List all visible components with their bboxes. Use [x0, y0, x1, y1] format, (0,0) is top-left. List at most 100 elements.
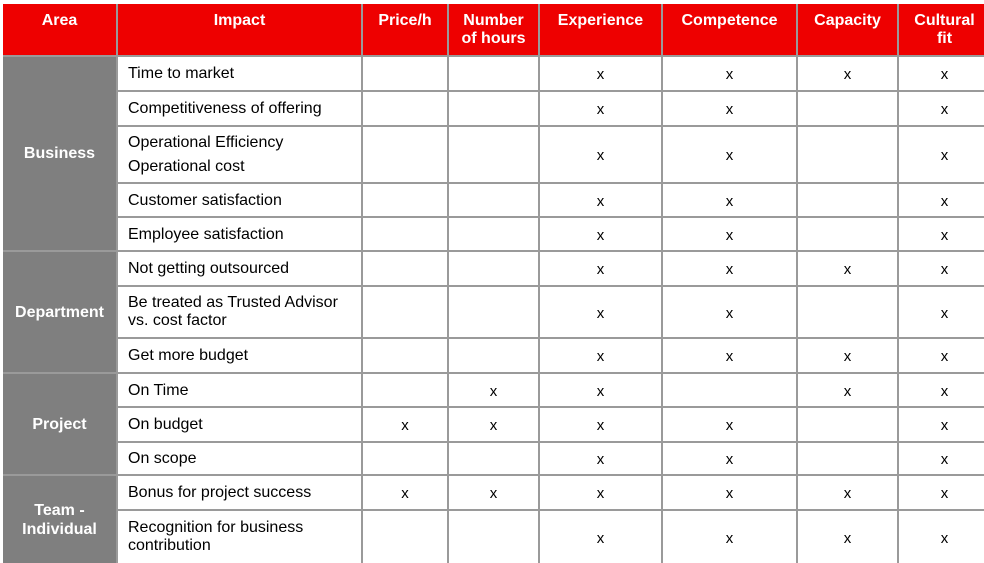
mark-capacity: x — [798, 339, 897, 372]
mark-cultural-fit: x — [899, 127, 984, 182]
mark-price-per-hour — [363, 218, 447, 250]
mark-number-of-hours — [449, 218, 538, 250]
impact-label: Competitiveness of offering — [128, 100, 322, 117]
impact-cell: Time to market — [118, 57, 361, 90]
impact-cell: Customer satisfaction — [118, 184, 361, 216]
mark-competence — [663, 374, 796, 406]
mark-capacity — [798, 92, 897, 125]
mark-cultural-fit: x — [899, 252, 984, 285]
mark-experience: x — [540, 476, 661, 509]
impact-label: Bonus for project success — [128, 484, 312, 501]
mark-cultural-fit: x — [899, 511, 984, 563]
mark-number-of-hours — [449, 339, 538, 372]
mark-number-of-hours — [449, 92, 538, 125]
mark-experience: x — [540, 57, 661, 90]
impact-label: Employee satisfaction — [128, 225, 284, 243]
mark-cultural-fit: x — [899, 218, 984, 250]
header-number-of-hours: Number of hours — [449, 4, 538, 55]
impact-cell: Not getting outsourced — [118, 252, 361, 285]
header-area: Area — [3, 4, 116, 55]
impact-cell: Recognition for business contribution — [118, 511, 361, 563]
mark-competence: x — [663, 339, 796, 372]
impact-label: Customer satisfaction — [128, 191, 282, 209]
mark-capacity: x — [798, 511, 897, 563]
header-impact: Impact — [118, 4, 361, 55]
mark-competence: x — [663, 408, 796, 441]
mark-price-per-hour: x — [363, 476, 447, 509]
mark-experience: x — [540, 252, 661, 285]
mark-cultural-fit: x — [899, 408, 984, 441]
impact-label: Time to market — [128, 65, 235, 82]
mark-capacity — [798, 127, 897, 182]
impact-cell: On scope — [118, 443, 361, 474]
mark-cultural-fit: x — [899, 184, 984, 216]
mark-competence: x — [663, 252, 796, 285]
impact-cell: Competitiveness of offering — [118, 92, 361, 125]
mark-capacity: x — [798, 57, 897, 90]
mark-capacity — [798, 218, 897, 250]
impact-label: On Time — [128, 381, 189, 399]
impact-label: Be treated as Trusted Advisor vs. cost f… — [128, 294, 338, 329]
mark-price-per-hour — [363, 127, 447, 182]
impact-label: On scope — [128, 450, 197, 467]
impact-cell: Be treated as Trusted Advisor vs. cost f… — [118, 287, 361, 337]
area-project: Project — [3, 374, 116, 474]
mark-price-per-hour — [363, 339, 447, 372]
mark-capacity — [798, 184, 897, 216]
mark-competence: x — [663, 57, 796, 90]
header-capacity: Capacity — [798, 4, 897, 55]
mark-cultural-fit: x — [899, 57, 984, 90]
mark-number-of-hours: x — [449, 408, 538, 441]
mark-number-of-hours — [449, 511, 538, 563]
impact-cell: Employee satisfaction — [118, 218, 361, 250]
area-business: Business — [3, 57, 116, 250]
impact-matrix-table: Area Impact Price/h Number of hours Experien… — [3, 4, 984, 563]
mark-number-of-hours — [449, 127, 538, 182]
mark-experience: x — [540, 339, 661, 372]
mark-price-per-hour — [363, 287, 447, 337]
mark-cultural-fit: x — [899, 339, 984, 372]
mark-cultural-fit: x — [899, 374, 984, 406]
mark-competence: x — [663, 511, 796, 563]
impact-cell: On budget — [118, 408, 361, 441]
mark-experience: x — [540, 408, 661, 441]
mark-competence: x — [663, 218, 796, 250]
impact-label: On budget — [128, 416, 203, 433]
mark-price-per-hour — [363, 511, 447, 563]
mark-price-per-hour — [363, 252, 447, 285]
mark-experience: x — [540, 511, 661, 563]
impact-cell: Get more budget — [118, 339, 361, 372]
area-department: Department — [3, 252, 116, 372]
mark-competence: x — [663, 287, 796, 337]
mark-number-of-hours: x — [449, 374, 538, 406]
mark-experience: x — [540, 92, 661, 125]
header-competence: Competence — [663, 4, 796, 55]
mark-experience: x — [540, 218, 661, 250]
mark-price-per-hour: x — [363, 408, 447, 441]
mark-cultural-fit: x — [899, 476, 984, 509]
impact-label: Not getting outsourced — [128, 260, 289, 277]
mark-cultural-fit: x — [899, 443, 984, 474]
mark-capacity — [798, 287, 897, 337]
mark-price-per-hour — [363, 57, 447, 90]
mark-price-per-hour — [363, 92, 447, 125]
impact-label: Operational cost — [128, 157, 245, 175]
mark-price-per-hour — [363, 443, 447, 474]
mark-competence: x — [663, 184, 796, 216]
mark-capacity — [798, 408, 897, 441]
mark-experience: x — [540, 127, 661, 182]
mark-capacity: x — [798, 374, 897, 406]
mark-experience: x — [540, 443, 661, 474]
mark-number-of-hours — [449, 184, 538, 216]
impact-label: Recognition for business contribution — [128, 519, 304, 554]
mark-competence: x — [663, 127, 796, 182]
impact-cell: Operational Efficiency Operational cost — [118, 127, 361, 182]
mark-experience: x — [540, 184, 661, 216]
mark-number-of-hours — [449, 287, 538, 337]
area-team-individual: Team - Individual — [3, 476, 116, 563]
mark-experience: x — [540, 287, 661, 337]
mark-number-of-hours — [449, 252, 538, 285]
impact-label: Get more budget — [128, 347, 249, 364]
mark-cultural-fit: x — [899, 287, 984, 337]
header-price-per-hour: Price/h — [363, 4, 447, 55]
